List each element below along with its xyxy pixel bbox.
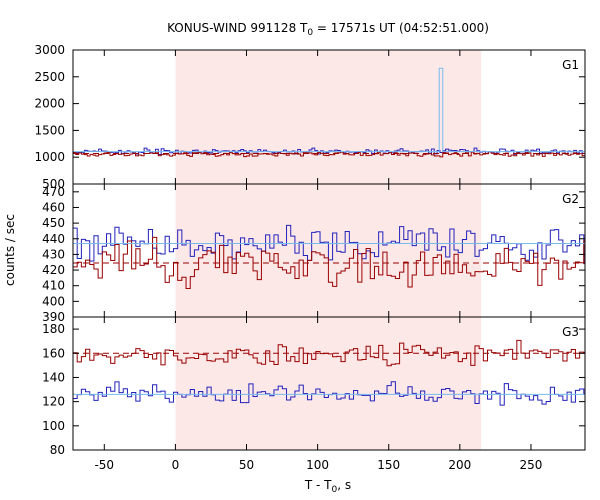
- panel-plot-area: [73, 67, 585, 158]
- y-tick-label: 160: [42, 346, 65, 360]
- y-tick-label: 430: [42, 247, 65, 261]
- x-tick-label: -50: [94, 458, 114, 472]
- panels-group: 50010001500200025003000G1390400410420430…: [34, 43, 586, 472]
- shaded-interval: [175, 317, 482, 450]
- y-tick-label: 410: [42, 279, 65, 293]
- y-tick-label: 100: [42, 419, 65, 433]
- y-tick-label: 120: [42, 395, 65, 409]
- y-tick-label: 450: [42, 216, 65, 230]
- panel-g3: 80 100 120 140 160 180 G3: [42, 316, 586, 457]
- shaded-interval: [175, 50, 482, 184]
- y-tick-label: 500: [42, 177, 65, 191]
- x-tick-label: 150: [377, 458, 400, 472]
- y-tick-label: 1000: [34, 150, 65, 164]
- y-tick-label: 460: [42, 200, 65, 214]
- y-tick-label: 440: [42, 232, 65, 246]
- y-tick-label: 2000: [34, 97, 65, 111]
- x-tick-label: 0: [172, 458, 180, 472]
- series-dark-red-step: [73, 151, 585, 158]
- panel-label: G2: [562, 192, 579, 206]
- y-tick-label: 390: [42, 310, 65, 324]
- panel-label: G1: [562, 58, 579, 72]
- y-tick-label: 2500: [34, 70, 65, 84]
- panel-plot-area: [73, 224, 585, 289]
- y-tick-label: 420: [42, 263, 65, 277]
- y-tick-label: 140: [42, 370, 65, 384]
- y-tick-label: 470: [42, 185, 65, 199]
- x-tick-label: 100: [306, 458, 329, 472]
- series-dark-red-step: [73, 339, 585, 367]
- chart-title: KONUS-WIND 991128 T0 = 17571s UT (04:52:…: [167, 21, 489, 38]
- x-axis-label: T - T0, s: [304, 478, 351, 495]
- panel-label: G3: [562, 325, 579, 339]
- series-blue-step: [73, 224, 585, 265]
- y-tick-label: 80: [50, 443, 65, 457]
- y-tick-label: 180: [42, 322, 65, 336]
- y-tick-label: 1500: [34, 123, 65, 137]
- panel-g1: 500 1000 1500 2000 2500 3000 G1: [34, 43, 586, 191]
- y-tick-label: 3000: [34, 43, 65, 57]
- x-tick-label: 200: [448, 458, 471, 472]
- y-axis-label: counts / sec: [3, 214, 17, 286]
- x-tick-label: 50: [239, 458, 254, 472]
- series-dark-red-step: [73, 236, 585, 289]
- panel-plot-area: [73, 339, 585, 406]
- y-tick-label: 400: [42, 294, 65, 308]
- series-light-blue-flat_spike: [73, 67, 585, 153]
- panel-frame: [72, 316, 586, 451]
- x-tick-label: 250: [520, 458, 543, 472]
